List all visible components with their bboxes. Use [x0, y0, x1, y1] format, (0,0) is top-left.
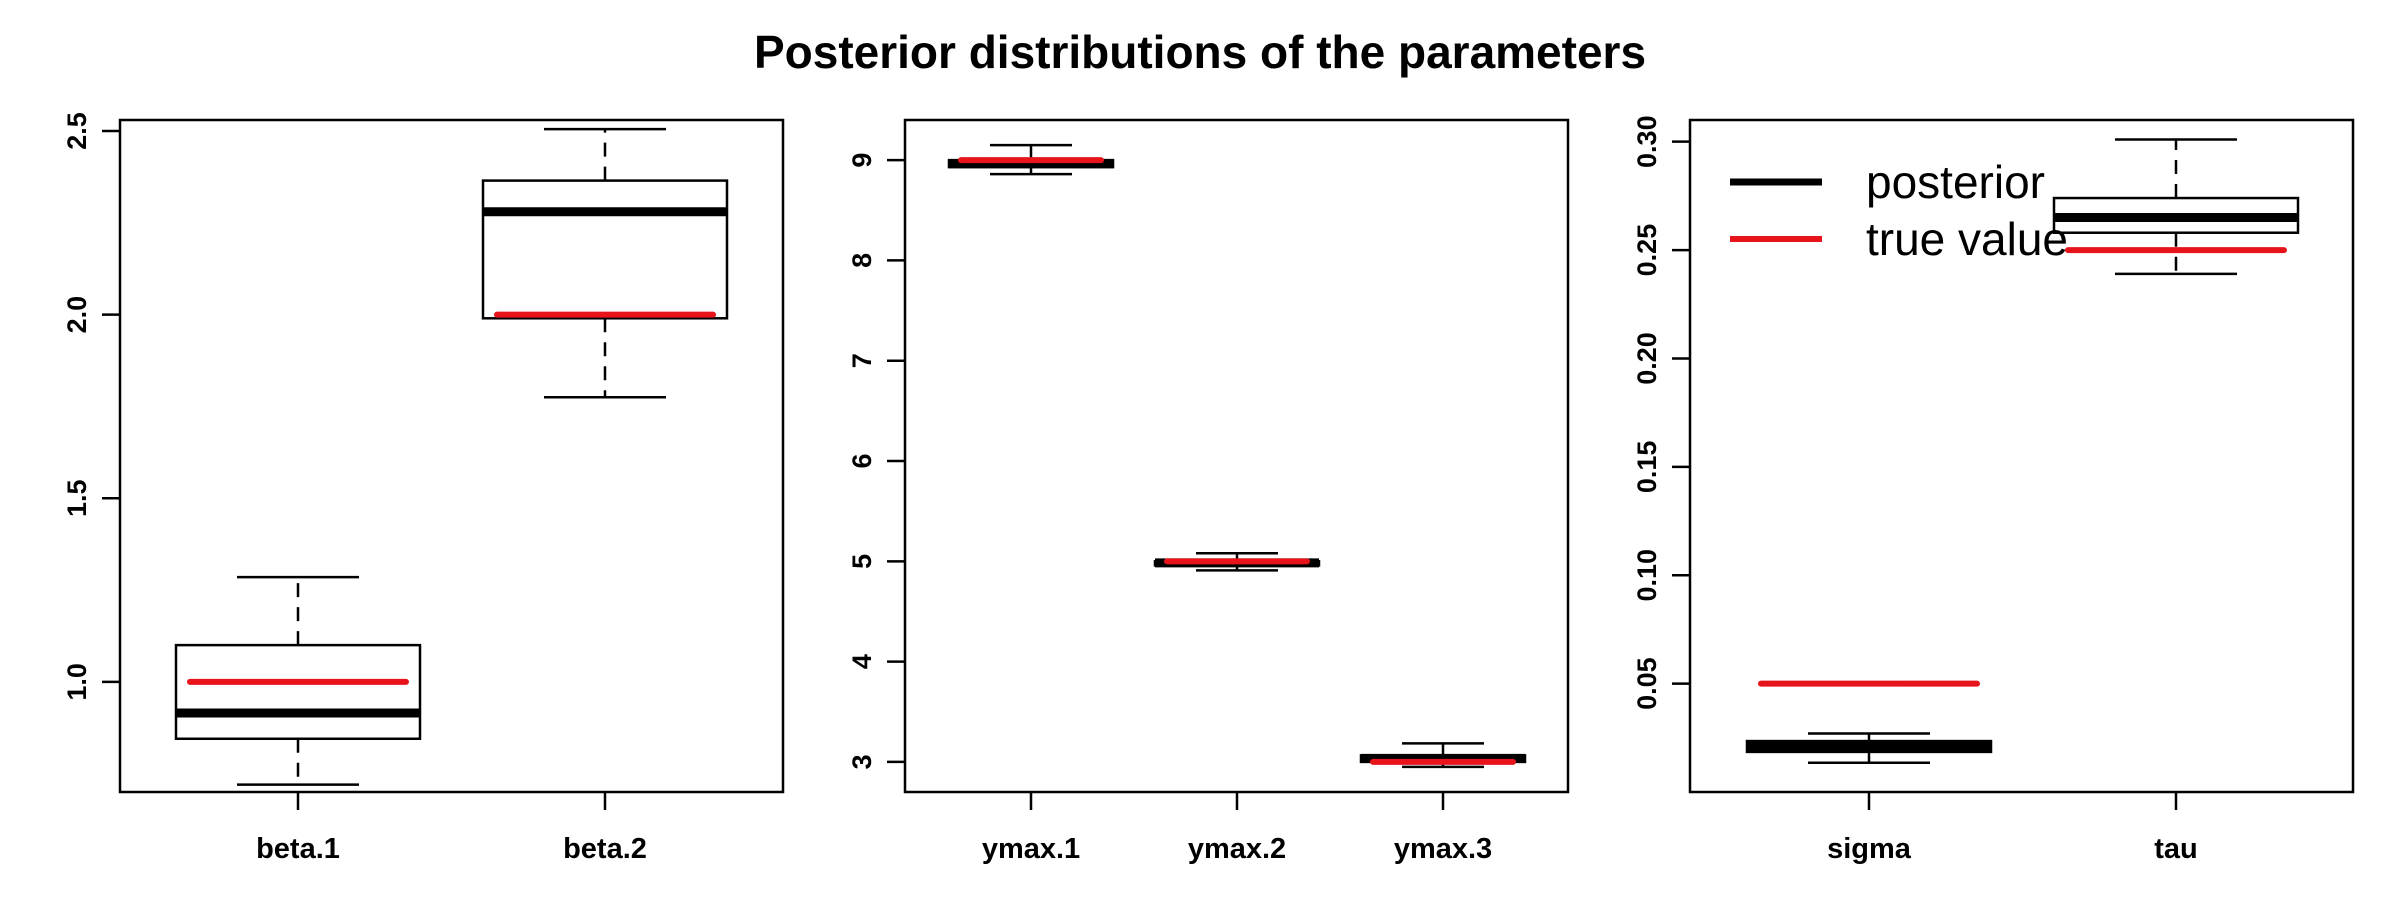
y-tick-label: 6 [847, 453, 877, 468]
legend-label: posterior [1866, 156, 2045, 208]
panel-1: 1.0 1.5 2.0 2.5 beta.1 beta.2 [62, 112, 785, 865]
legend-label: true value [1866, 213, 2068, 265]
x-tick-label: ymax.2 [1188, 833, 1286, 865]
box-tau [2052, 138, 2300, 276]
box-ymax.1 [947, 143, 1115, 176]
x-tick-label: sigma [1827, 833, 1912, 865]
panels-group: 1.0 1.5 2.0 2.5 beta.1 beta.2 3 4 5 6 7 8 9 ymax.1 yma… [62, 112, 2355, 865]
x-tick-label: tau [2154, 833, 2198, 865]
panel-2: 3 4 5 6 7 8 9 ymax.1 ymax.2 ymax.3 [847, 118, 1570, 865]
y-tick-label: 4 [847, 654, 877, 669]
y-tick-label: 0.15 [1632, 441, 1662, 494]
box-ymax.3 [1359, 742, 1527, 769]
iqr-box [174, 643, 422, 741]
y-tick-label: 0.05 [1632, 657, 1662, 710]
panel-3: 0.05 0.10 0.15 0.20 0.25 0.30 sigma tau [1632, 115, 2355, 865]
box-beta.2 [481, 127, 729, 399]
y-tick-label: 9 [847, 153, 877, 168]
y-tick-label: 1.5 [62, 479, 92, 517]
iqr-box [481, 179, 729, 320]
y-tick-label: 2.0 [62, 296, 92, 334]
plot-frame [118, 118, 785, 794]
chart-title: Posterior distributions of the parameter… [754, 26, 1646, 78]
x-tick-label: beta.1 [256, 833, 340, 865]
x-tick-label: ymax.1 [982, 833, 1080, 865]
x-tick-label: beta.2 [563, 833, 647, 865]
y-tick-label: 5 [847, 554, 877, 569]
plot-frame [903, 118, 1570, 794]
x-tick-label: ymax.3 [1394, 833, 1492, 865]
y-tick-label: 3 [847, 754, 877, 769]
y-tick-label: 1.0 [62, 663, 92, 701]
y-tick-label: 2.5 [62, 112, 92, 150]
y-tick-label: 0.30 [1632, 115, 1662, 168]
y-tick-label: 7 [847, 353, 877, 368]
y-tick-label: 0.10 [1632, 549, 1662, 602]
y-tick-label: 0.25 [1632, 224, 1662, 277]
plot-frame [1688, 118, 2355, 794]
box-beta.1 [174, 575, 422, 786]
box-sigma [1745, 680, 1993, 764]
y-tick-label: 8 [847, 253, 877, 268]
box-ymax.2 [1153, 552, 1321, 572]
y-tick-label: 0.20 [1632, 332, 1662, 385]
